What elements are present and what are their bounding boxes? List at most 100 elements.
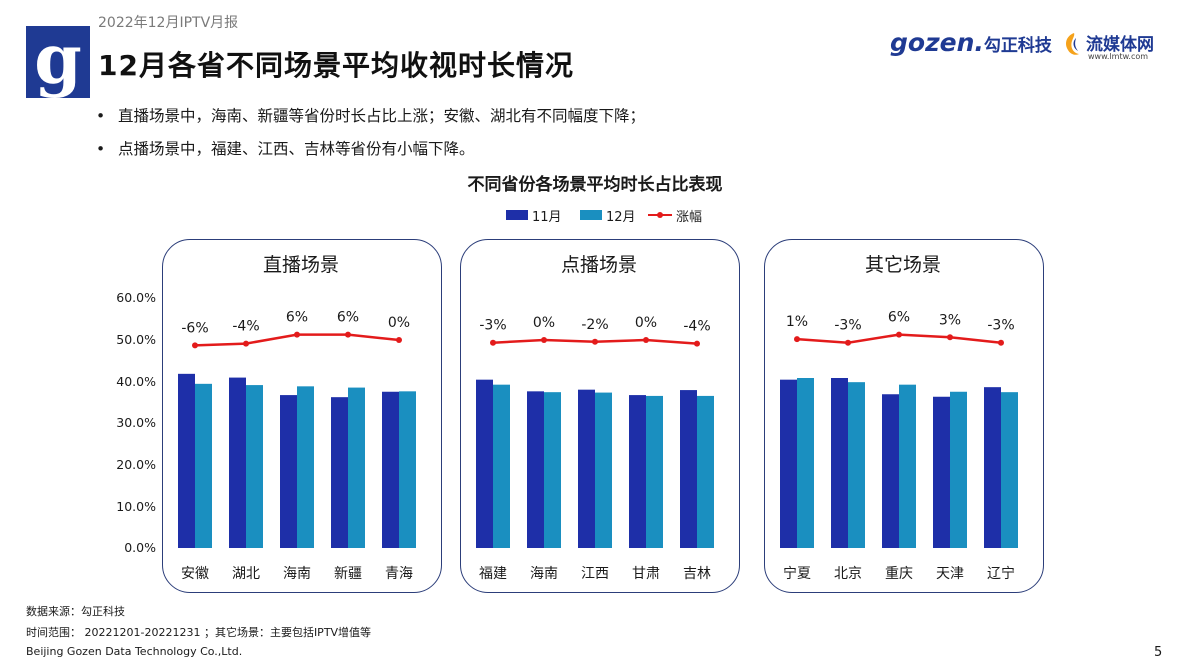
category-label: 福建 bbox=[479, 566, 507, 582]
bullet-item: • 直播场景中，海南、新疆等省份时长占比上涨；安徽、湖北有不同幅度下降； bbox=[96, 107, 646, 125]
change-point bbox=[845, 339, 851, 346]
bar-nov-other bbox=[780, 379, 797, 548]
bar-nov-live bbox=[229, 377, 246, 548]
change-label: -2% bbox=[581, 317, 608, 333]
change-label: 0% bbox=[388, 315, 410, 331]
bar-dec-other bbox=[950, 391, 967, 548]
category-label: 宁夏 bbox=[783, 565, 811, 582]
bar-nov-vod bbox=[527, 391, 544, 548]
change-point bbox=[345, 331, 351, 338]
bar-dec-vod bbox=[697, 395, 714, 548]
change-label: 1% bbox=[786, 314, 808, 330]
lmtw-logo: 流媒体网 www.lmtw.com bbox=[1062, 30, 1172, 66]
change-point bbox=[794, 336, 800, 343]
change-point bbox=[294, 331, 300, 338]
bar-nov-vod bbox=[680, 390, 697, 548]
bar-nov-other bbox=[882, 394, 899, 548]
category-label: 新疆 bbox=[334, 566, 362, 582]
y-tick-label: 0.0% bbox=[124, 540, 156, 555]
change-label: 6% bbox=[337, 310, 359, 326]
change-point bbox=[243, 340, 249, 347]
change-label: 3% bbox=[939, 312, 961, 328]
gozen-logo: gozen.勾正科技 bbox=[890, 28, 1052, 57]
bar-dec-other bbox=[899, 384, 916, 548]
report-label: 2022年12月IPTV月报 bbox=[98, 15, 239, 31]
page-number: 5 bbox=[1154, 645, 1163, 660]
bar-dec-live bbox=[348, 387, 365, 548]
y-tick-label: 10.0% bbox=[116, 499, 156, 514]
bar-dec-other bbox=[797, 378, 814, 548]
change-point bbox=[592, 338, 598, 345]
chart-title: 不同省份各场景平均时长占比表现 bbox=[467, 175, 723, 195]
panel-other bbox=[764, 239, 1044, 593]
change-label: -3% bbox=[987, 318, 1014, 334]
bar-dec-other bbox=[848, 382, 865, 548]
change-label: -4% bbox=[683, 319, 710, 335]
y-tick-label: 60.0% bbox=[116, 290, 156, 305]
lmtw-mark-icon bbox=[1066, 33, 1079, 55]
panel-title-other: 其它场景 bbox=[864, 254, 941, 276]
bar-dec-live bbox=[399, 391, 416, 548]
bar-dec-live bbox=[246, 385, 263, 548]
change-point bbox=[541, 337, 547, 343]
panel-live bbox=[162, 239, 442, 593]
bar-nov-vod bbox=[476, 379, 493, 548]
bar-dec-vod bbox=[595, 392, 612, 548]
y-tick-label: 50.0% bbox=[116, 332, 156, 347]
bar-nov-vod bbox=[578, 389, 595, 548]
panel-title-vod: 点播场景 bbox=[560, 254, 637, 276]
change-point bbox=[490, 339, 496, 346]
panel-vod bbox=[460, 239, 740, 593]
change-label: -3% bbox=[834, 318, 861, 334]
bar-dec-vod bbox=[544, 392, 561, 548]
category-label: 安徽 bbox=[181, 566, 209, 582]
bar-nov-live bbox=[382, 391, 399, 548]
category-label: 海南 bbox=[530, 566, 558, 582]
category-label: 天津 bbox=[936, 566, 964, 582]
category-label: 北京 bbox=[834, 566, 862, 582]
bar-nov-other bbox=[831, 378, 848, 548]
footer-company: Beijing Gozen Data Technology Co.,Ltd. bbox=[26, 645, 243, 658]
category-label: 重庆 bbox=[885, 566, 913, 582]
page-title: 12月各省不同场景平均收视时长情况 bbox=[98, 49, 574, 82]
gozen-cn: 勾正科技 bbox=[983, 36, 1052, 56]
change-point bbox=[643, 337, 649, 343]
change-point bbox=[396, 337, 402, 343]
bar-dec-live bbox=[195, 383, 212, 548]
bar-nov-other bbox=[984, 387, 1001, 548]
change-label: 0% bbox=[635, 315, 657, 331]
change-point bbox=[896, 331, 902, 338]
change-point bbox=[947, 334, 953, 341]
y-tick-label: 40.0% bbox=[116, 374, 156, 389]
change-label: -3% bbox=[479, 318, 506, 334]
category-label: 湖北 bbox=[232, 566, 260, 582]
change-label: 0% bbox=[533, 315, 555, 331]
bar-nov-live bbox=[331, 397, 348, 548]
y-tick-label: 20.0% bbox=[116, 457, 156, 472]
bar-nov-live bbox=[280, 395, 297, 548]
category-label: 青海 bbox=[385, 566, 413, 582]
category-label: 江西 bbox=[581, 566, 609, 582]
bar-dec-vod bbox=[646, 395, 663, 548]
change-point bbox=[998, 339, 1004, 346]
change-point bbox=[192, 342, 198, 349]
gozen-g-logo: g bbox=[26, 20, 90, 100]
change-label: -6% bbox=[181, 320, 208, 336]
bar-nov-other bbox=[933, 396, 950, 548]
category-label: 辽宁 bbox=[987, 565, 1015, 582]
footer-range: 时间范围： 20221201-20221231 ；其它场景：主要包括IPTV增值… bbox=[26, 626, 372, 639]
bar-nov-vod bbox=[629, 395, 646, 548]
footer-source: 数据来源：勾正科技 bbox=[26, 605, 125, 618]
change-label: 6% bbox=[286, 310, 308, 326]
category-label: 吉林 bbox=[683, 566, 711, 582]
bar-dec-other bbox=[1001, 392, 1018, 548]
bar-dec-live bbox=[297, 386, 314, 548]
bullet-item: • 点播场景中，福建、江西、吉林等省份有小幅下降。 bbox=[96, 140, 475, 158]
bar-dec-vod bbox=[493, 384, 510, 548]
change-label: -4% bbox=[232, 319, 259, 335]
change-point bbox=[694, 340, 700, 347]
gozen-brand: gozen. bbox=[890, 28, 984, 57]
category-label: 海南 bbox=[283, 566, 311, 582]
change-label: 6% bbox=[888, 310, 910, 326]
